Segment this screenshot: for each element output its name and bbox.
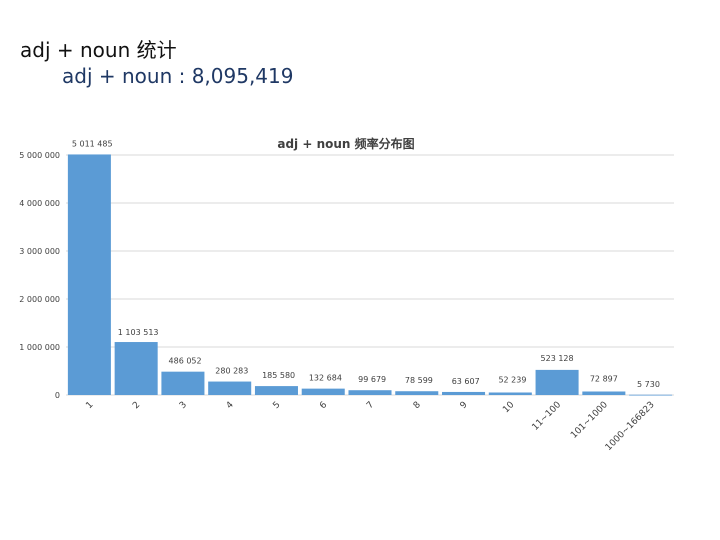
x-tick-label: 1 [84,400,95,411]
data-label: 132 684 [309,374,342,383]
data-label: 63 607 [452,377,480,386]
data-label: 5 011 485 [72,139,113,148]
data-label: 78 599 [405,376,433,385]
bar [629,394,673,396]
y-tick-label: 1 000 000 [19,343,60,352]
data-label: 1 103 513 [118,328,159,337]
data-labels: 5 011 485 1 103 513 486 052 280 283 185 580 1… [72,139,660,389]
x-tick-label: 7 [365,400,376,411]
y-axis-ticks: 0 1 000 000 2 000 000 3 000 000 4 000 000 5 0… [19,151,60,400]
data-label: 523 128 [541,354,574,363]
y-tick-label: 2 000 000 [19,295,60,304]
data-label: 185 580 [262,371,295,380]
data-label: 99 679 [358,375,386,384]
bars [67,154,673,396]
y-tick-label: 4 000 000 [19,199,60,208]
x-tick-label: 5 [271,400,282,411]
data-label: 486 052 [169,357,202,366]
x-tick-label: 10 [501,400,516,415]
bar [395,391,439,395]
bar [254,386,298,395]
x-tick-label: 1000~166823 [604,400,657,453]
chart-title: adj + noun 频率分布图 [277,136,414,151]
bar [67,154,111,395]
y-tick-label: 3 000 000 [19,247,60,256]
x-tick-label: 11~100 [531,400,564,433]
x-tick-label: 4 [225,400,236,411]
bar [114,342,158,395]
x-tick-label: 6 [318,400,329,411]
x-tick-label: 101~1000 [569,400,610,441]
bar [161,371,205,395]
data-label: 52 239 [498,375,526,384]
bar [301,388,345,395]
bar [442,391,486,395]
bar [488,392,532,395]
x-tick-label: 3 [178,400,189,411]
slide-title: adj + noun 统计 [20,38,177,62]
x-tick-label: 2 [131,400,142,411]
bar [348,390,392,395]
bar [582,391,626,395]
data-label: 5 730 [637,380,660,389]
x-tick-label: 8 [412,400,423,411]
y-tick-label: 5 000 000 [19,151,60,160]
data-label: 280 283 [215,367,248,376]
x-tick-label: 9 [459,400,470,411]
data-label: 72 897 [590,375,618,384]
y-tick-label: 0 [55,391,60,400]
bar [535,369,579,395]
slide-subtitle: adj + noun : 8,095,419 [62,64,294,88]
bar [208,381,252,395]
